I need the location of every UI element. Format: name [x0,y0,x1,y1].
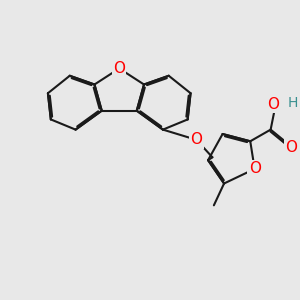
Text: O: O [285,140,297,154]
Text: O: O [190,132,202,147]
Text: O: O [249,161,261,176]
Text: O: O [113,61,125,76]
Text: H: H [287,95,298,110]
Text: O: O [268,97,280,112]
